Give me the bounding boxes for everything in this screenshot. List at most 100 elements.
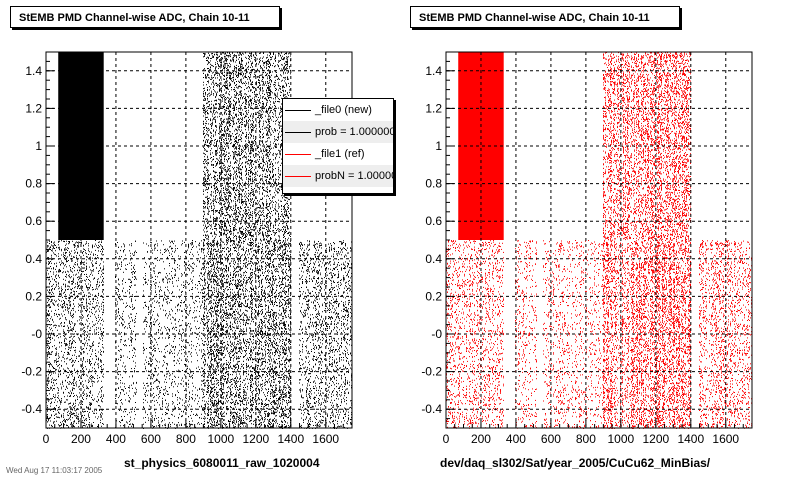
data-point xyxy=(203,77,204,78)
data-point xyxy=(258,115,259,117)
data-point xyxy=(250,89,251,91)
data-point xyxy=(252,179,253,181)
data-point xyxy=(236,154,237,155)
data-point xyxy=(270,225,271,227)
data-point xyxy=(248,184,249,186)
data-point xyxy=(223,149,224,151)
data-point xyxy=(251,100,252,102)
data-point xyxy=(261,167,262,169)
data-point xyxy=(229,166,230,167)
data-point xyxy=(275,130,276,132)
data-point xyxy=(271,119,272,121)
data-point xyxy=(236,108,237,110)
data-point xyxy=(225,155,226,157)
data-point xyxy=(279,87,280,89)
data-point xyxy=(246,103,247,105)
data-point xyxy=(204,112,205,114)
data-point xyxy=(222,226,223,227)
data-point xyxy=(211,137,212,139)
data-point xyxy=(258,151,259,153)
data-point xyxy=(220,62,221,64)
data-point xyxy=(252,81,253,83)
data-point xyxy=(272,112,273,114)
data-point xyxy=(236,174,237,176)
data-point xyxy=(214,237,215,239)
data-point xyxy=(272,171,273,173)
data-point xyxy=(274,129,275,131)
data-point xyxy=(262,197,263,199)
data-point xyxy=(50,296,51,298)
data-point xyxy=(262,101,263,102)
data-point xyxy=(240,169,241,171)
data-point xyxy=(255,60,256,62)
data-point xyxy=(246,87,247,89)
data-point xyxy=(266,179,267,181)
data-point xyxy=(224,151,225,153)
data-point xyxy=(219,131,220,133)
data-point xyxy=(281,186,282,188)
data-point xyxy=(245,124,246,126)
data-point xyxy=(235,228,236,230)
data-point xyxy=(242,166,243,168)
data-point xyxy=(270,117,271,119)
data-point xyxy=(263,136,264,137)
data-point xyxy=(205,135,206,137)
data-point xyxy=(257,105,258,107)
data-point xyxy=(239,52,240,54)
data-point xyxy=(216,125,217,127)
data-point xyxy=(263,189,264,191)
data-point xyxy=(205,189,206,191)
data-point xyxy=(221,64,222,66)
data-point xyxy=(206,218,207,220)
data-point xyxy=(229,236,230,238)
data-point xyxy=(204,178,205,180)
data-point xyxy=(252,86,253,87)
data-point xyxy=(284,62,285,64)
data-point xyxy=(258,187,259,189)
data-point xyxy=(269,122,270,124)
data-point xyxy=(251,130,252,132)
data-point xyxy=(279,174,280,176)
data-point xyxy=(49,366,50,368)
data-point xyxy=(270,116,271,118)
data-point xyxy=(208,225,209,227)
data-point xyxy=(286,210,287,212)
data-point xyxy=(253,163,254,165)
data-point xyxy=(222,106,223,108)
data-point xyxy=(211,185,212,187)
data-point xyxy=(239,104,240,106)
data-point xyxy=(276,230,277,231)
data-point xyxy=(249,175,250,177)
data-point xyxy=(231,60,232,62)
data-point xyxy=(228,206,229,208)
data-point xyxy=(48,382,49,384)
data-point xyxy=(214,177,215,179)
data-point xyxy=(227,65,228,67)
data-point xyxy=(266,169,267,171)
data-point xyxy=(275,206,276,208)
data-point xyxy=(245,73,246,75)
data-point xyxy=(218,159,219,161)
data-point xyxy=(266,215,267,217)
data-point xyxy=(229,71,230,73)
data-point xyxy=(211,132,212,134)
data-point xyxy=(243,101,244,103)
data-point xyxy=(231,231,232,233)
data-point xyxy=(245,202,246,204)
data-point xyxy=(238,135,239,137)
data-point xyxy=(282,87,283,89)
data-point xyxy=(248,212,249,214)
data-point xyxy=(245,103,246,105)
data-point xyxy=(274,94,275,96)
data-point xyxy=(222,130,223,131)
data-point xyxy=(50,369,51,371)
data-point xyxy=(280,229,281,231)
data-point xyxy=(249,100,250,102)
data-point xyxy=(217,61,218,63)
data-point xyxy=(283,208,284,210)
data-point xyxy=(208,68,209,69)
data-point xyxy=(221,159,222,161)
data-point xyxy=(211,220,212,222)
data-point xyxy=(286,211,287,213)
data-point xyxy=(225,234,226,236)
